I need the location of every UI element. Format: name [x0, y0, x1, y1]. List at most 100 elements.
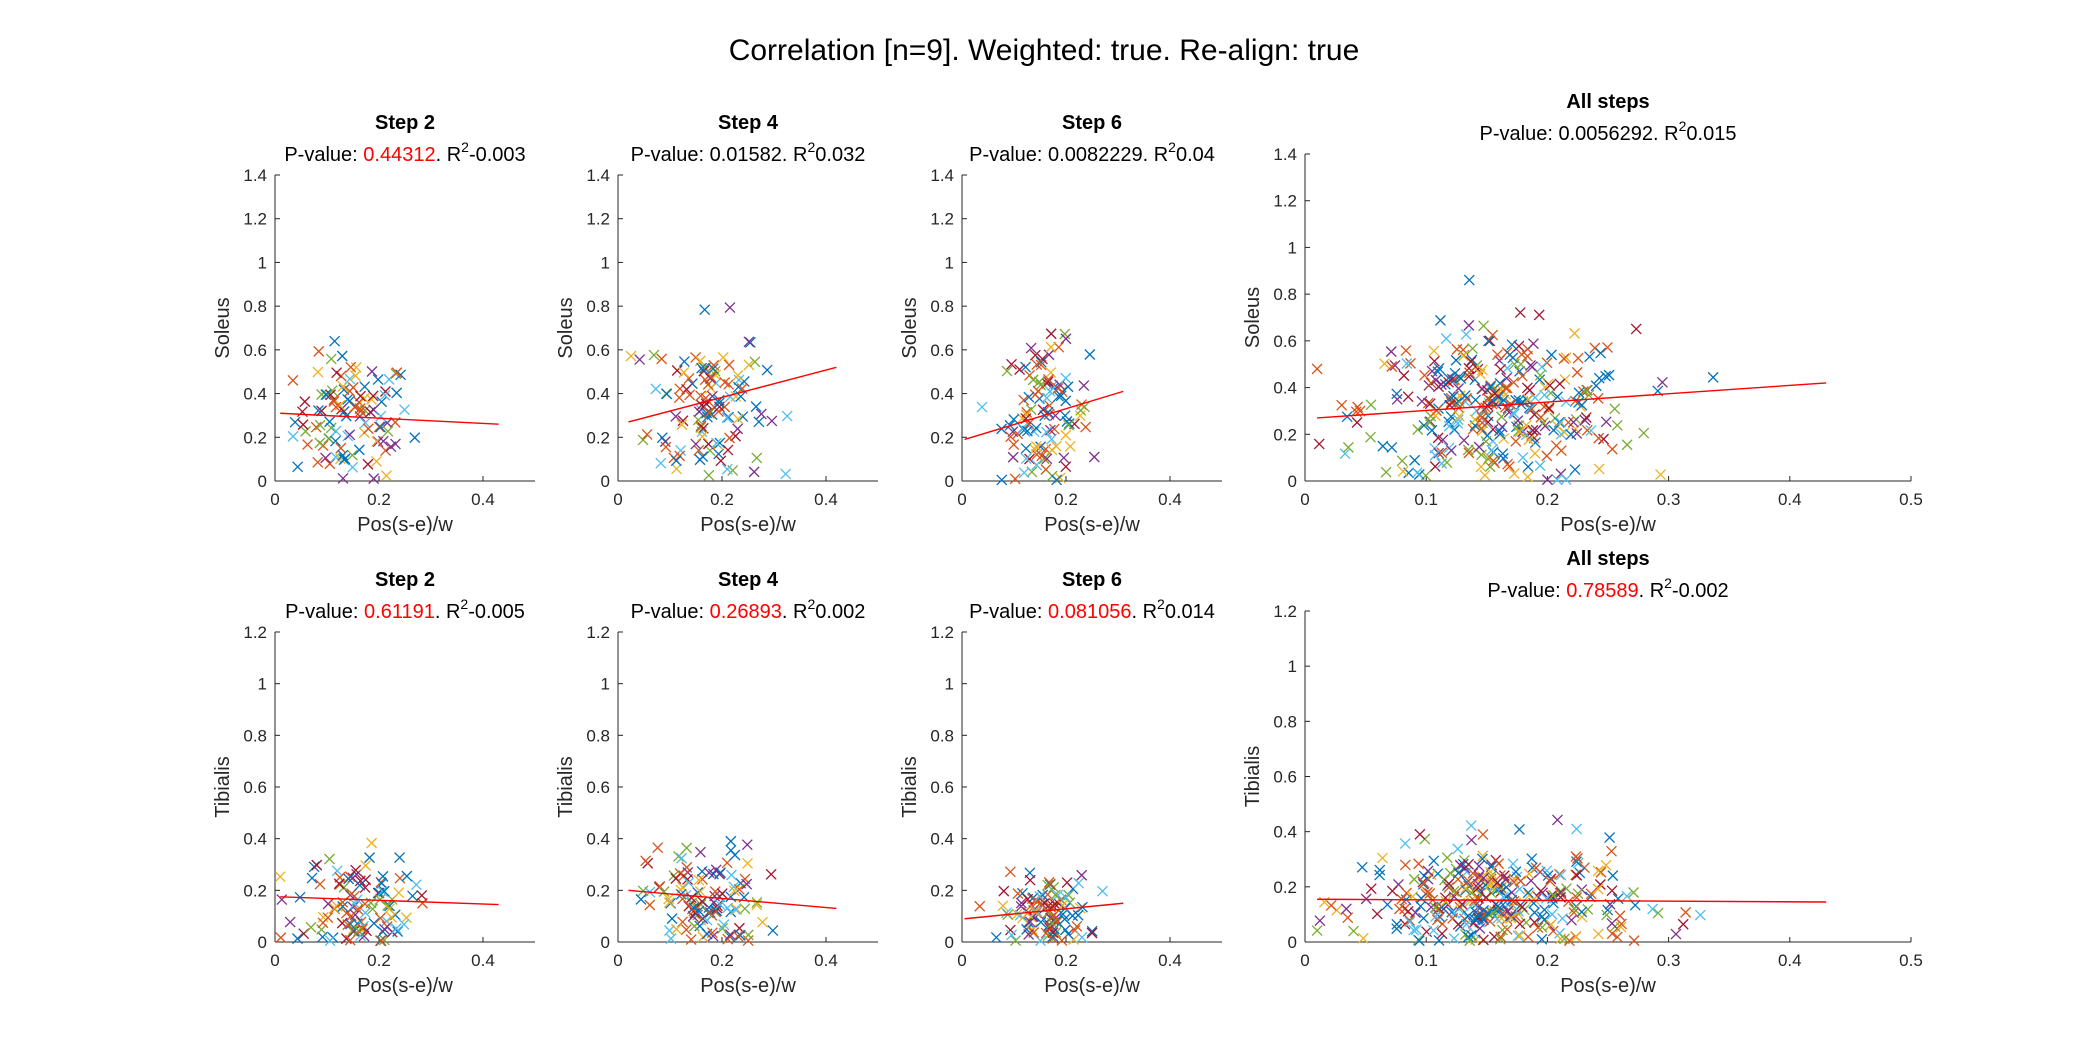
data-point: [1311, 925, 1323, 936]
data-point: [723, 378, 735, 390]
data-point: [1534, 374, 1546, 386]
data-point: [1541, 474, 1553, 486]
data-point: [1456, 898, 1468, 910]
data-point: [1505, 912, 1517, 924]
y-axis-label: Soleus: [555, 297, 577, 358]
x-tick-label: 0.3: [1657, 490, 1681, 509]
data-point: [287, 430, 299, 442]
data-point: [359, 907, 371, 919]
data-point: [683, 877, 695, 889]
y-axis-label: Tibialis: [899, 756, 921, 818]
data-point: [684, 389, 696, 401]
r2-value: 0.04: [1176, 144, 1215, 166]
data-point: [311, 859, 323, 871]
data-point: [362, 458, 374, 470]
data-point: [1060, 461, 1072, 473]
data-point: [743, 359, 755, 371]
subplot-title: Step 4: [718, 569, 779, 591]
data-point: [1430, 910, 1442, 922]
data-point: [1621, 439, 1633, 451]
data-point: [1336, 399, 1348, 411]
data-point: [1493, 425, 1505, 437]
data-point: [1060, 891, 1071, 903]
data-point: [345, 361, 357, 373]
data-point: [1535, 885, 1547, 897]
data-point: [1630, 323, 1642, 335]
data-point: [1539, 389, 1550, 401]
data-point: [1463, 447, 1475, 459]
data-point: [1450, 354, 1462, 366]
data-point: [371, 455, 382, 467]
data-point: [1555, 933, 1566, 945]
data-point: [998, 885, 1010, 897]
data-point: [355, 405, 367, 417]
r2-superscript: 2: [1664, 575, 1672, 591]
data-point: [757, 916, 768, 928]
regression-line: [964, 390, 1124, 441]
data-point: [693, 874, 705, 886]
data-point: [1477, 828, 1489, 840]
data-point: [709, 886, 721, 898]
data-point: [1428, 355, 1440, 367]
y-tick-label: 0: [945, 472, 954, 491]
data-point: [1474, 368, 1486, 380]
data-point: [1397, 465, 1409, 477]
data-point: [1076, 869, 1088, 881]
data-point: [696, 865, 708, 877]
data-point: [383, 903, 395, 915]
data-point: [352, 903, 364, 915]
data-point: [1031, 459, 1043, 471]
data-point: [663, 893, 675, 905]
data-point: [690, 351, 702, 363]
subplot-7: Step 6 P-value: 0.081056. R20.014 0 0.2 0.4 0…: [899, 569, 1222, 997]
data-point: [351, 868, 363, 880]
data-point: [330, 425, 342, 437]
data-point: [1592, 883, 1604, 895]
data-point: [1482, 907, 1494, 919]
data-point: [1448, 390, 1459, 402]
regression-line: [628, 366, 837, 423]
data-point: [1476, 423, 1487, 434]
data-point: [1045, 367, 1057, 379]
y-tick-label: 0: [601, 933, 610, 952]
data-point: [1497, 924, 1508, 936]
x-tick-label: 0.4: [1158, 951, 1182, 970]
data-point: [685, 892, 697, 904]
data-point: [1515, 875, 1526, 887]
data-point: [1527, 338, 1539, 350]
data-point: [670, 410, 682, 422]
data-point: [1365, 399, 1377, 411]
data-point: [1486, 859, 1498, 871]
data-point: [715, 455, 727, 467]
data-point: [1386, 361, 1398, 372]
data-point: [1502, 905, 1514, 917]
data-point: [693, 905, 705, 917]
data-point: [1555, 416, 1566, 428]
data-point: [1522, 471, 1534, 483]
x-axis-label: Pos(s-e)/w: [700, 514, 796, 536]
data-point: [1418, 419, 1430, 431]
regression-line: [1317, 898, 1827, 903]
data-point: [1078, 380, 1090, 392]
y-tick-label: 1.2: [243, 623, 267, 642]
data-point: [284, 916, 296, 928]
data-point: [1004, 866, 1016, 878]
data-point: [1568, 907, 1580, 918]
data-point: [407, 890, 418, 902]
data-point: [666, 913, 678, 925]
p-value-number: 0.081056: [1048, 601, 1131, 623]
data-point: [314, 419, 326, 431]
x-tick-label: 0.4: [814, 490, 838, 509]
data-point: [1469, 914, 1481, 926]
data-point: [732, 423, 744, 435]
data-point: [1553, 416, 1565, 428]
data-point: [1604, 832, 1616, 844]
data-point: [1512, 415, 1524, 427]
r2-superscript: 2: [1168, 139, 1176, 155]
data-point: [1455, 372, 1466, 384]
data-point: [1008, 413, 1020, 425]
y-tick-label: 0.6: [1273, 768, 1297, 787]
r2-superscript: 2: [460, 596, 468, 612]
